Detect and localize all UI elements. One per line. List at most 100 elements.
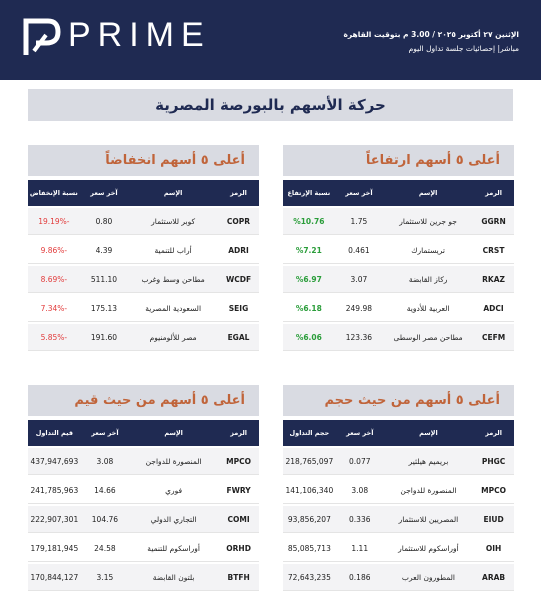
price: 0.461 [334,237,384,264]
table-row: ADCI العربية للأدوية 249.98 %6.18 [283,295,514,322]
column-header: الإسم [383,420,474,446]
data-table: الرمز الإسم آخر سعر حجم التداول PHGC بريميم ه… [283,418,514,593]
name: أوراسكوم للاستثمار [383,535,474,562]
symbol: ARAB [473,564,514,591]
price: 511.10 [79,266,129,293]
table-row: FWRY فوري 14.66 241,785,963 [28,477,259,504]
logo-icon [23,18,61,55]
symbol: WCDF [218,266,259,293]
change: 93,856,207 [283,506,336,533]
name: فوري [129,477,219,504]
data-table: الرمز الإسم آخر سعر قيم التداول MPCO المنصورة… [28,418,259,593]
name: مطاحن مصر الوسطى [383,324,474,351]
change: -5.85% [28,324,80,351]
header-subtitle: مباشر| إحصائيات جلسة تداول اليوم [408,44,519,53]
column-header: الرمز [473,420,514,446]
name: بريميم هيلثير [383,448,474,475]
name: التجاري الدولي [129,506,219,533]
header-band: PRIME الإثنين ٢٧ أكتوبر ٢٠٢٥ / 3.00 م بت… [0,0,541,80]
table-row: SEIG السعودية المصرية 175.13 -7.34% [28,295,259,322]
change: %6.18 [283,295,335,322]
price: 0.186 [335,564,384,591]
table-row: ARAB المطورون العرب 0.186 72,643,235 [283,564,514,591]
column-header: الإسم [383,180,474,206]
change: 437,947,693 [28,448,81,475]
symbol: ORHD [218,535,259,562]
price: 1.75 [334,208,384,235]
name: المطورون العرب [383,564,474,591]
change: 241,785,963 [28,477,81,504]
name: المنصورة للدواجن [129,448,219,475]
change: %10.76 [283,208,335,235]
price: 191.60 [79,324,129,351]
change: %6.06 [283,324,335,351]
price: 0.077 [335,448,384,475]
symbol: CEFM [473,324,514,351]
header-date: الإثنين ٢٧ أكتوبر ٢٠٢٥ / 3.00 م بتوقيت ا… [343,30,519,39]
name: أوراسكوم للتنمية [129,535,219,562]
column-header: الرمز [218,180,259,206]
table-row: EIUD المصريين للاستثمار 0.336 93,856,207 [283,506,514,533]
symbol: ADCI [473,295,514,322]
price: 3.08 [335,477,384,504]
column-header: الرمز [218,420,259,446]
symbol: MPCO [473,477,514,504]
header-row: الرمز الإسم آخر سعر حجم التداول [283,420,514,446]
price: 0.80 [79,208,129,235]
change: 141,106,340 [283,477,336,504]
name: مطاحن وسط وغرب [128,266,219,293]
header-row: الرمز الإسم آخر سعر قيم التداول [28,420,259,446]
change: %6.97 [283,266,335,293]
table-row: MPCO المنصورة للدواجن 3.08 141,106,340 [283,477,514,504]
column-header: آخر سعر [335,420,384,446]
table-row: WCDF مطاحن وسط وغرب 511.10 -8.69% [28,266,259,293]
table-row: PHGC بريميم هيلثير 0.077 218,765,097 [283,448,514,475]
symbol: FWRY [218,477,259,504]
header-row: الرمز الإسم آخر سعر نسبة الإنخفاض [28,180,259,206]
name: تريستمارك [383,237,474,264]
column-header: حجم التداول [283,420,336,446]
symbol: CRST [473,237,514,264]
price: 3.15 [80,564,130,591]
price: 3.08 [80,448,130,475]
table-row: COPR كوبر للاستثمار 0.80 -19.19% [28,208,259,235]
change: -8.69% [28,266,80,293]
symbol: MPCO [218,448,259,475]
column-header: الإسم [128,180,219,206]
symbol: OIH [473,535,514,562]
table-row: COMI التجاري الدولي 104.76 222,907,301 [28,506,259,533]
price: 123.36 [334,324,384,351]
price: 24.58 [80,535,130,562]
price: 1.11 [335,535,384,562]
name: بلتون القابضة [129,564,219,591]
symbol: EIUD [473,506,514,533]
change: -7.34% [28,295,80,322]
name: المصريين للاستثمار [383,506,474,533]
symbol: RKAZ [473,266,514,293]
change: 218,765,097 [283,448,336,475]
symbol: ADRI [218,237,259,264]
table-row: ORHD أوراسكوم للتنمية 24.58 179,181,945 [28,535,259,562]
table-row: ADRI أراب للتنمية 4.39 -9.86% [28,237,259,264]
symbol: COMI [218,506,259,533]
change: 170,844,127 [28,564,81,591]
column-header: الرمز [473,180,514,206]
price: 175.13 [79,295,129,322]
header-row: الرمز الإسم آخر سعر نسبة الإرتفاع [283,180,514,206]
column-header: قيم التداول [28,420,81,446]
column-header: الإسم [129,420,219,446]
table-row: CRST تريستمارك 0.461 %7.21 [283,237,514,264]
name: السعودية المصرية [128,295,219,322]
table-row: BTFH بلتون القابضة 3.15 170,844,127 [28,564,259,591]
change: 85,085,713 [283,535,336,562]
logo-text: PRIME [68,16,211,54]
price: 104.76 [80,506,130,533]
change: -9.86% [28,237,80,264]
data-table: الرمز الإسم آخر سعر نسبة الإنخفاض COPR كوبر ل… [28,178,259,353]
change: -19.19% [28,208,80,235]
column-header: آخر سعر [79,180,129,206]
data-table: الرمز الإسم آخر سعر نسبة الإرتفاع GGRN جو جري… [283,178,514,353]
name: مصر للألومنيوم [128,324,219,351]
table-row: OIH أوراسكوم للاستثمار 1.11 85,085,713 [283,535,514,562]
